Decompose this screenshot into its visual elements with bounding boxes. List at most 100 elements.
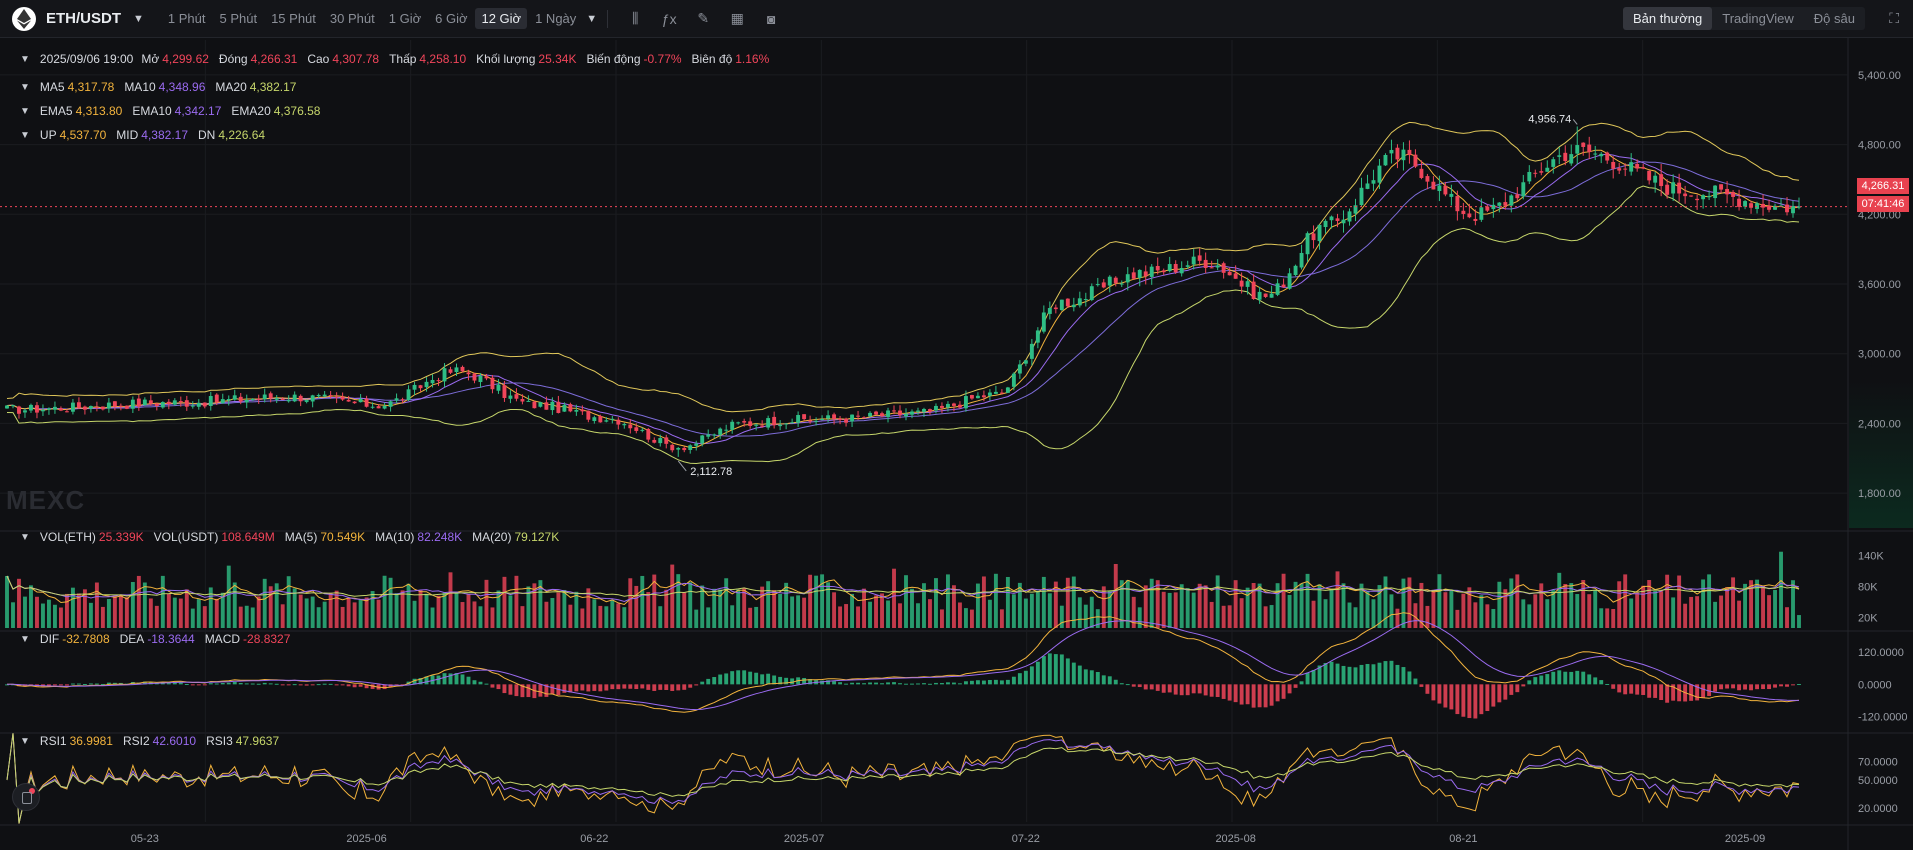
view-tab[interactable]: Độ sâu xyxy=(1813,11,1855,26)
candle-body xyxy=(23,410,27,413)
candle-body xyxy=(1557,155,1562,157)
volume-bar xyxy=(23,596,27,628)
collapse-chevron-icon[interactable]: ▼ xyxy=(20,531,30,543)
macd-histogram-bar xyxy=(1263,684,1268,708)
interval-option[interactable]: 5 Phút xyxy=(219,11,258,26)
volume-bar xyxy=(1599,608,1604,628)
candle-body xyxy=(634,427,639,431)
macd-histogram-bar xyxy=(1725,684,1730,689)
macd-histogram-bar xyxy=(922,683,926,685)
volume-bar xyxy=(532,583,537,628)
macd-histogram-bar xyxy=(1791,684,1795,686)
indicator-icon[interactable]: ƒx xyxy=(661,10,677,27)
macd-histogram-bar xyxy=(1173,684,1178,695)
volume-bar xyxy=(1515,574,1520,628)
volume-bar xyxy=(124,597,129,628)
volume-bar xyxy=(1047,593,1052,628)
volume-bar xyxy=(1761,585,1765,628)
volume-bar xyxy=(1029,593,1034,628)
volume-bar xyxy=(730,605,735,628)
interval-option[interactable]: 15 Phút xyxy=(271,11,316,26)
volume-bar xyxy=(670,564,675,628)
collapse-chevron-icon[interactable]: ▼ xyxy=(20,129,30,141)
rsi3-label: RSI3 xyxy=(206,734,233,748)
draw-icon[interactable]: ✎ xyxy=(697,10,710,26)
interval-option[interactable]: 1 Giờ xyxy=(388,11,422,26)
volume-bar xyxy=(975,583,980,628)
collapse-chevron-icon[interactable]: ▼ xyxy=(20,735,30,747)
collapse-chevron-icon[interactable]: ▼ xyxy=(20,105,30,117)
volume-bar xyxy=(250,607,255,628)
interval-dropdown-icon[interactable]: ▼ xyxy=(586,12,598,25)
candle-body xyxy=(1071,304,1076,308)
macd-histogram-bar xyxy=(868,682,872,685)
macd-histogram-bar xyxy=(502,684,507,694)
collapse-chevron-icon[interactable]: ▼ xyxy=(20,81,30,93)
volume-bar xyxy=(1107,590,1112,628)
candle-body xyxy=(778,424,783,427)
candle-body xyxy=(1599,153,1604,157)
volume-bar xyxy=(328,592,333,628)
interval-option[interactable]: 12 Giờ xyxy=(475,8,528,29)
interval-selector: 1 Phút 5 Phút 15 Phút 30 Phút 1 Giờ 6 Giờ 12 G… xyxy=(162,8,584,29)
macd-histogram-bar xyxy=(1239,684,1244,705)
high-label: Cao xyxy=(307,52,330,66)
symbol-title[interactable]: ETH/USDT xyxy=(46,10,121,27)
candle-body xyxy=(70,402,75,412)
candle-body xyxy=(1383,154,1388,166)
volume-bar xyxy=(1539,583,1544,628)
volume-bar xyxy=(957,602,962,628)
collapse-chevron-icon[interactable]: ▼ xyxy=(20,633,30,645)
candle-body xyxy=(1611,161,1616,169)
symbol-dropdown-icon[interactable]: ▼ xyxy=(133,12,144,25)
volume-bar xyxy=(418,590,423,628)
candle-body xyxy=(646,429,651,440)
collapse-chevron-icon[interactable]: ▼ xyxy=(20,53,30,65)
candle-body xyxy=(466,372,471,375)
volume-bar xyxy=(1335,571,1340,628)
macd-histogram-bar xyxy=(1017,673,1022,685)
interval-option[interactable]: 1 Ngày xyxy=(535,11,577,26)
ma20-line xyxy=(6,161,1800,437)
view-tab[interactable]: Bản thường xyxy=(1622,7,1713,30)
alert-button[interactable] xyxy=(12,783,40,811)
candle-body xyxy=(963,396,968,409)
volume-bar xyxy=(430,607,435,628)
layout-icon[interactable]: ▦ xyxy=(730,10,744,26)
interval-option[interactable]: 1 Phút xyxy=(167,11,206,26)
volume-bar xyxy=(1185,588,1190,628)
macd-histogram-bar xyxy=(196,684,201,686)
candle-body xyxy=(178,401,183,403)
volume-bar xyxy=(1623,574,1628,628)
volume-bar xyxy=(472,601,477,628)
candle-body xyxy=(1317,224,1322,242)
volume-bar xyxy=(1725,587,1730,628)
volume-bar xyxy=(1191,592,1196,628)
macd-histogram-bar xyxy=(448,673,453,685)
volume-bar xyxy=(1773,589,1777,628)
volume-bar xyxy=(993,573,998,628)
interval-option[interactable]: 6 Giờ xyxy=(435,11,468,26)
candle-body xyxy=(844,418,849,423)
close-label: Đóng xyxy=(218,52,248,66)
volume-bar xyxy=(280,604,285,628)
candle-body xyxy=(1089,286,1094,300)
candle-body xyxy=(1299,252,1304,268)
candle-type-icon[interactable]: ⫼ xyxy=(631,10,639,26)
volume-bar xyxy=(1695,596,1700,628)
view-tab[interactable]: TradingView xyxy=(1722,11,1794,26)
fullscreen-icon[interactable]: ⛶ xyxy=(1889,10,1899,26)
camera-icon[interactable]: ◙ xyxy=(766,10,776,27)
eth-logo-icon xyxy=(12,6,36,31)
volume-bar xyxy=(1425,605,1430,628)
macd-histogram-bar xyxy=(88,683,93,685)
candle-body xyxy=(1029,343,1034,359)
volume-bar xyxy=(202,606,207,628)
candle-body xyxy=(100,406,105,410)
boll-mid-value: 4,382.17 xyxy=(141,128,189,142)
candle-body xyxy=(951,403,956,406)
interval-option[interactable]: 30 Phút xyxy=(329,11,375,26)
volume-bar xyxy=(1095,609,1100,628)
volume-bar xyxy=(1059,605,1064,628)
